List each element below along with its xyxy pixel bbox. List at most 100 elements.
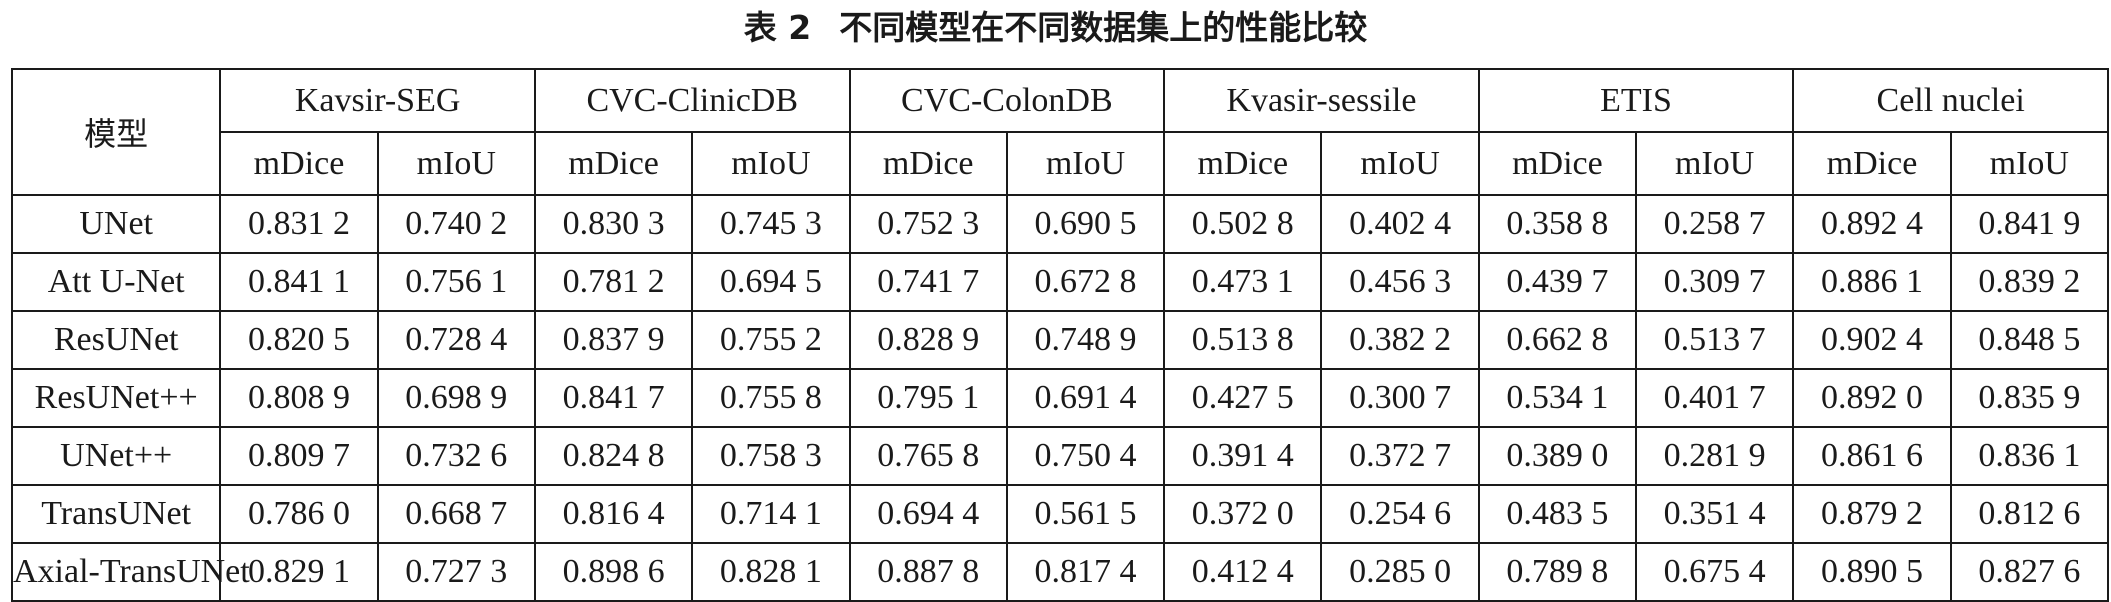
metric-value-cell: 0.752 3 [848, 194, 1008, 254]
model-name-cell: UNet [10, 194, 222, 254]
metric-header: mIoU [376, 131, 536, 196]
metric-value-cell: 0.831 2 [219, 194, 379, 254]
metric-value-cell: 0.727 3 [376, 542, 536, 602]
metric-value-cell: 0.835 9 [1949, 368, 2110, 428]
metric-value-cell: 0.668 7 [376, 484, 536, 544]
metric-value-cell: 0.281 9 [1635, 426, 1795, 486]
model-name-cell: Axial-TransUNet [10, 542, 250, 602]
metric-value-cell: 0.828 1 [691, 542, 851, 602]
metric-value-cell: 0.786 0 [219, 484, 379, 544]
model-name-cell: UNet++ [10, 426, 222, 486]
metric-value-cell: 0.812 6 [1949, 484, 2110, 544]
model-column-header: 模型 [10, 68, 222, 196]
metric-value-cell: 0.824 8 [533, 426, 694, 486]
metric-value-cell: 0.372 7 [1320, 426, 1480, 486]
metric-header: mIoU [1005, 131, 1166, 196]
metric-value-cell: 0.829 1 [219, 542, 379, 602]
metric-value-cell: 0.902 4 [1792, 310, 1952, 370]
metric-value-cell: 0.254 6 [1320, 484, 1480, 544]
metric-value-cell: 0.483 5 [1477, 484, 1638, 544]
metric-value-cell: 0.456 3 [1320, 252, 1480, 312]
metric-value-cell: 0.309 7 [1635, 252, 1795, 312]
table-title: 不同模型在不同数据集上的性能比较 [839, 8, 1368, 47]
metric-value-cell: 0.820 5 [219, 310, 379, 370]
metric-value-cell: 0.748 9 [1005, 310, 1166, 370]
metric-value-cell: 0.886 1 [1792, 252, 1952, 312]
table-header: 模型 Kavsir-SEG CVC-ClinicDB CVC-ColonDB K… [10, 68, 2110, 196]
metric-header: mDice [1163, 131, 1323, 196]
metric-value-cell: 0.672 8 [1005, 252, 1166, 312]
metric-value-cell: 0.809 7 [219, 426, 379, 486]
metric-header: mDice [848, 131, 1008, 196]
metric-value-cell: 0.808 9 [219, 368, 379, 428]
metric-header-row: mDice mIoU mDice mIoU mDice mIoU mDice m… [12, 131, 2110, 196]
metric-value-cell: 0.258 7 [1635, 194, 1795, 254]
metric-header: mDice [533, 131, 694, 196]
metric-value-cell: 0.816 4 [533, 484, 694, 544]
model-name-cell: Att U-Net [10, 252, 222, 312]
metric-value-cell: 0.372 0 [1163, 484, 1323, 544]
metric-value-cell: 0.781 2 [533, 252, 694, 312]
metric-value-cell: 0.358 8 [1477, 194, 1638, 254]
metric-value-cell: 0.755 2 [691, 310, 851, 370]
metric-header: mIoU [1949, 131, 2110, 196]
metric-value-cell: 0.439 7 [1477, 252, 1638, 312]
metric-value-cell: 0.879 2 [1792, 484, 1952, 544]
metric-value-cell: 0.732 6 [376, 426, 536, 486]
metric-value-cell: 0.473 1 [1163, 252, 1323, 312]
metric-value-cell: 0.890 5 [1792, 542, 1952, 602]
metric-value-cell: 0.675 4 [1635, 542, 1795, 602]
dataset-header-row: 模型 Kavsir-SEG CVC-ClinicDB CVC-ColonDB K… [10, 68, 2109, 196]
metric-value-cell: 0.513 8 [1163, 310, 1323, 370]
metric-value-cell: 0.817 4 [1005, 542, 1166, 602]
metric-value-cell: 0.841 1 [219, 252, 379, 312]
metric-value-cell: 0.402 4 [1320, 194, 1480, 254]
metric-value-cell: 0.694 4 [848, 484, 1008, 544]
metric-header: mIoU [691, 131, 851, 196]
dataset-header: CVC-ClinicDB [533, 68, 851, 133]
metric-value-cell: 0.389 0 [1477, 426, 1638, 486]
dataset-header: Kavsir-SEG [219, 68, 536, 133]
metric-value-cell: 0.848 5 [1949, 310, 2110, 370]
metric-value-cell: 0.765 8 [848, 426, 1008, 486]
metric-value-cell: 0.351 4 [1635, 484, 1795, 544]
metric-value-cell: 0.827 6 [1949, 542, 2110, 602]
metric-value-cell: 0.755 8 [691, 368, 851, 428]
table-row: ResUNet++ 0.808 9 0.698 9 0.841 7 0.755 8 0.7… [10, 368, 2110, 428]
table-row: Axial-TransUNet 0.829 1 0.727 3 0.898 6 0.82… [10, 542, 2110, 602]
metric-header: mIoU [1635, 131, 1795, 196]
table-row: TransUNet 0.786 0 0.668 7 0.816 4 0.714 1 0.6… [10, 484, 2110, 544]
metric-value-cell: 0.841 7 [533, 368, 694, 428]
metric-value-cell: 0.898 6 [533, 542, 694, 602]
dataset-header: CVC-ColonDB [848, 68, 1166, 133]
metric-value-cell: 0.691 4 [1005, 368, 1166, 428]
metric-value-cell: 0.892 0 [1792, 368, 1952, 428]
table-caption: 表 2 不同模型在不同数据集上的性能比较 [0, 6, 2111, 50]
metric-value-cell: 0.828 9 [848, 310, 1008, 370]
table-row: ResUNet 0.820 5 0.728 4 0.837 9 0.755 2 0.828… [10, 310, 2110, 370]
metric-value-cell: 0.513 7 [1635, 310, 1795, 370]
results-table: 模型 Kavsir-SEG CVC-ClinicDB CVC-ColonDB K… [10, 68, 2110, 602]
metric-value-cell: 0.887 8 [848, 542, 1008, 602]
metric-header: mIoU [1320, 131, 1480, 196]
dataset-header: ETIS [1477, 68, 1795, 133]
metric-value-cell: 0.741 7 [848, 252, 1008, 312]
metric-value-cell: 0.690 5 [1005, 194, 1166, 254]
metric-header: mDice [1477, 131, 1638, 196]
table-number: 表 2 [743, 8, 812, 47]
metric-value-cell: 0.837 9 [533, 310, 694, 370]
model-name-cell: TransUNet [10, 484, 222, 544]
metric-header: mDice [1792, 131, 1952, 196]
metric-value-cell: 0.756 1 [376, 252, 536, 312]
metric-value-cell: 0.728 4 [376, 310, 536, 370]
metric-value-cell: 0.427 5 [1163, 368, 1323, 428]
metric-value-cell: 0.714 1 [691, 484, 851, 544]
metric-value-cell: 0.861 6 [1792, 426, 1952, 486]
dataset-header: Cell nuclei [1792, 68, 2109, 133]
metric-value-cell: 0.561 5 [1005, 484, 1166, 544]
metric-value-cell: 0.662 8 [1477, 310, 1638, 370]
table-row: Att U-Net 0.841 1 0.756 1 0.781 2 0.694 5 0.7… [10, 252, 2110, 312]
model-name-cell: ResUNet++ [10, 368, 222, 428]
